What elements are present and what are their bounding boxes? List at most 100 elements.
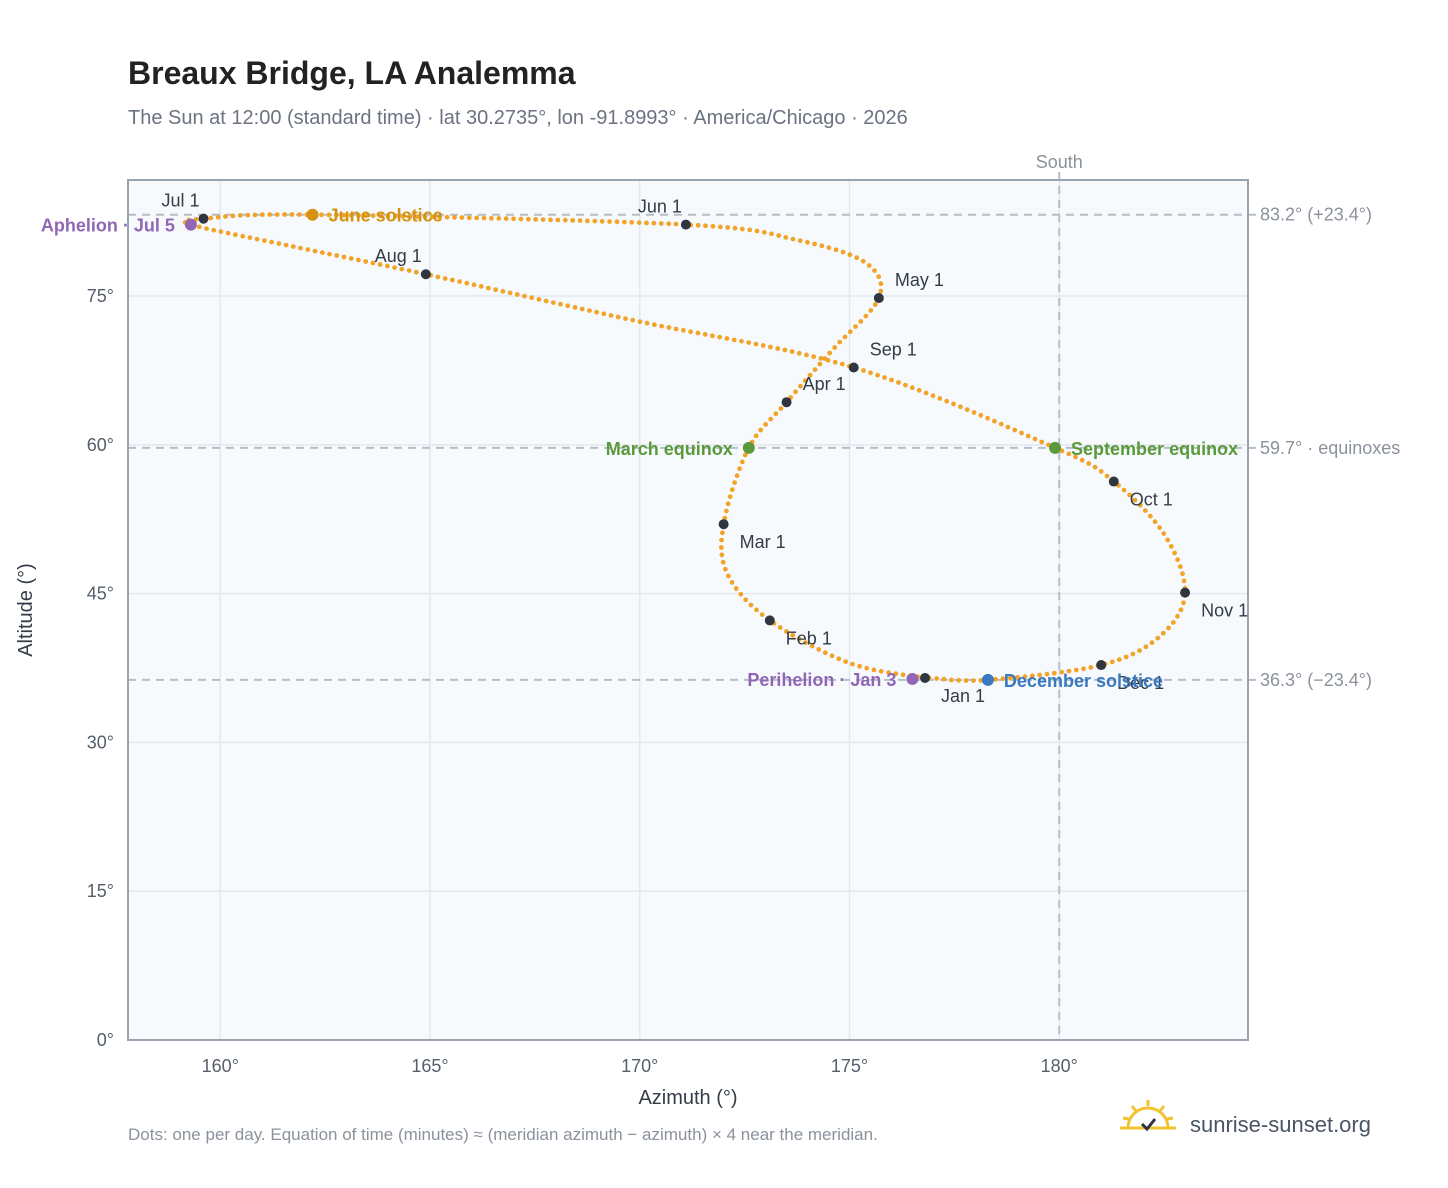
daily-sun-dot — [951, 401, 956, 407]
daily-sun-dot — [452, 215, 457, 220]
daily-sun-dot — [466, 215, 472, 221]
daily-sun-dot — [832, 359, 838, 365]
daily-sun-dot — [748, 602, 754, 608]
daily-sun-dot — [829, 653, 835, 659]
daily-sun-dot — [909, 385, 915, 391]
x-tick-label: 165° — [411, 1056, 448, 1076]
daily-sun-dot — [237, 213, 243, 218]
daily-sun-dot — [615, 314, 621, 320]
daily-sun-dot — [833, 247, 839, 253]
month-marker-label: Jan 1 — [941, 686, 985, 706]
daily-sun-dot — [807, 372, 813, 378]
y-axis-label: Altitude (°) — [15, 563, 37, 657]
daily-sun-dot — [341, 254, 347, 260]
event-marker-dot — [906, 672, 919, 685]
event-label: December solstice — [1004, 671, 1163, 691]
daily-sun-dot — [196, 224, 202, 230]
daily-sun-dot — [840, 249, 846, 255]
daily-sun-dot — [719, 545, 724, 550]
daily-sun-dot — [252, 212, 258, 218]
month-marker-label: Jun 1 — [638, 197, 682, 217]
daily-sun-dot — [847, 252, 853, 258]
daily-sun-dot — [435, 274, 441, 280]
daily-sun-dot — [818, 356, 824, 361]
daily-sun-dot — [944, 398, 950, 404]
daily-sun-dot — [413, 269, 419, 275]
daily-sun-dot — [587, 308, 592, 313]
daily-sun-dot — [356, 257, 361, 263]
daily-sun-dot — [893, 671, 899, 677]
daily-sun-dot — [948, 677, 954, 683]
daily-sun-dot — [1121, 487, 1127, 493]
plot-frame — [127, 179, 1249, 1041]
daily-sun-dot — [1137, 502, 1143, 508]
event-marker-dot — [981, 673, 994, 686]
daily-sun-dot — [826, 245, 832, 251]
daily-sun-dot — [437, 214, 443, 220]
daily-sun-dot — [415, 214, 420, 220]
daily-sun-dot — [754, 228, 760, 234]
daily-sun-dot — [1079, 457, 1085, 463]
daily-sun-dot — [963, 678, 969, 683]
daily-sun-dot — [558, 301, 563, 307]
daily-sun-dot — [864, 665, 870, 671]
daily-sun-dot — [282, 212, 287, 217]
event-label: March equinox — [606, 439, 733, 459]
daily-sun-dot — [796, 636, 802, 642]
daily-sun-dot — [739, 338, 744, 344]
y-tick-label: 30° — [87, 732, 114, 752]
daily-sun-dot — [1005, 424, 1011, 430]
daily-sun-dot — [727, 494, 733, 500]
daily-sun-dot — [1127, 492, 1132, 498]
daily-sun-dot — [825, 357, 831, 363]
daily-sun-dot — [872, 268, 877, 273]
brand-name: sunrise-sunset.org — [1190, 1112, 1371, 1137]
daily-sun-dot — [1166, 625, 1171, 631]
daily-sun-dot — [1170, 620, 1176, 625]
daily-sun-dot — [260, 212, 265, 218]
daily-sun-dot — [724, 336, 730, 341]
daily-sun-dot — [763, 422, 768, 427]
plot-area — [128, 180, 1248, 1040]
daily-sun-dot — [594, 309, 599, 315]
daily-sun-dot — [796, 350, 802, 356]
daily-sun-dot — [1130, 651, 1136, 657]
daily-sun-dot — [720, 530, 725, 536]
daily-sun-dot — [769, 231, 774, 237]
daily-sun-dot — [673, 326, 679, 332]
daily-sun-dot — [777, 625, 783, 630]
month-marker-dot — [420, 269, 431, 280]
x-axis-label: Azimuth (°) — [638, 1087, 737, 1109]
daily-sun-dot — [941, 676, 947, 682]
daily-sun-dot — [1147, 513, 1153, 519]
daily-sun-dot — [886, 670, 891, 675]
daily-sun-dot — [878, 288, 884, 294]
daily-sun-dot — [298, 245, 303, 251]
daily-sun-dot — [400, 213, 406, 219]
daily-sun-dot — [1168, 544, 1174, 549]
daily-sun-dot — [896, 380, 901, 385]
daily-sun-dot — [827, 350, 833, 356]
daily-sun-dot — [775, 346, 781, 351]
daily-sun-dot — [956, 677, 962, 683]
daily-sun-dot — [1059, 448, 1065, 454]
daily-sun-dot — [457, 279, 462, 284]
daily-sun-dot — [797, 238, 803, 244]
daily-sun-dot — [274, 212, 280, 218]
daily-sun-dot — [812, 367, 818, 372]
daily-sun-dot — [658, 221, 664, 226]
daily-sun-dot — [459, 215, 465, 220]
daily-sun-dot — [857, 663, 862, 669]
daily-sun-dot — [319, 212, 324, 218]
daily-sun-dot — [719, 552, 725, 558]
daily-sun-dot — [1029, 673, 1035, 679]
daily-sun-dot — [937, 396, 943, 401]
daily-sun-dot — [836, 656, 842, 662]
daily-sun-dot — [565, 303, 571, 309]
daily-sun-dot — [585, 218, 590, 224]
daily-sun-dot — [742, 452, 748, 458]
daily-sun-dot — [312, 248, 318, 254]
daily-sun-dot — [218, 229, 224, 235]
daily-sun-dot — [572, 305, 578, 310]
